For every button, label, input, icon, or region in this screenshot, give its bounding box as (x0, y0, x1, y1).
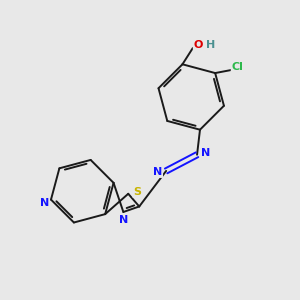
Text: Cl: Cl (231, 62, 243, 72)
Text: S: S (133, 187, 141, 197)
Text: H: H (206, 40, 215, 50)
Text: N: N (119, 215, 128, 225)
Text: N: N (40, 198, 49, 208)
Text: N: N (153, 167, 163, 177)
Text: N: N (201, 148, 210, 158)
Text: O: O (194, 40, 203, 50)
